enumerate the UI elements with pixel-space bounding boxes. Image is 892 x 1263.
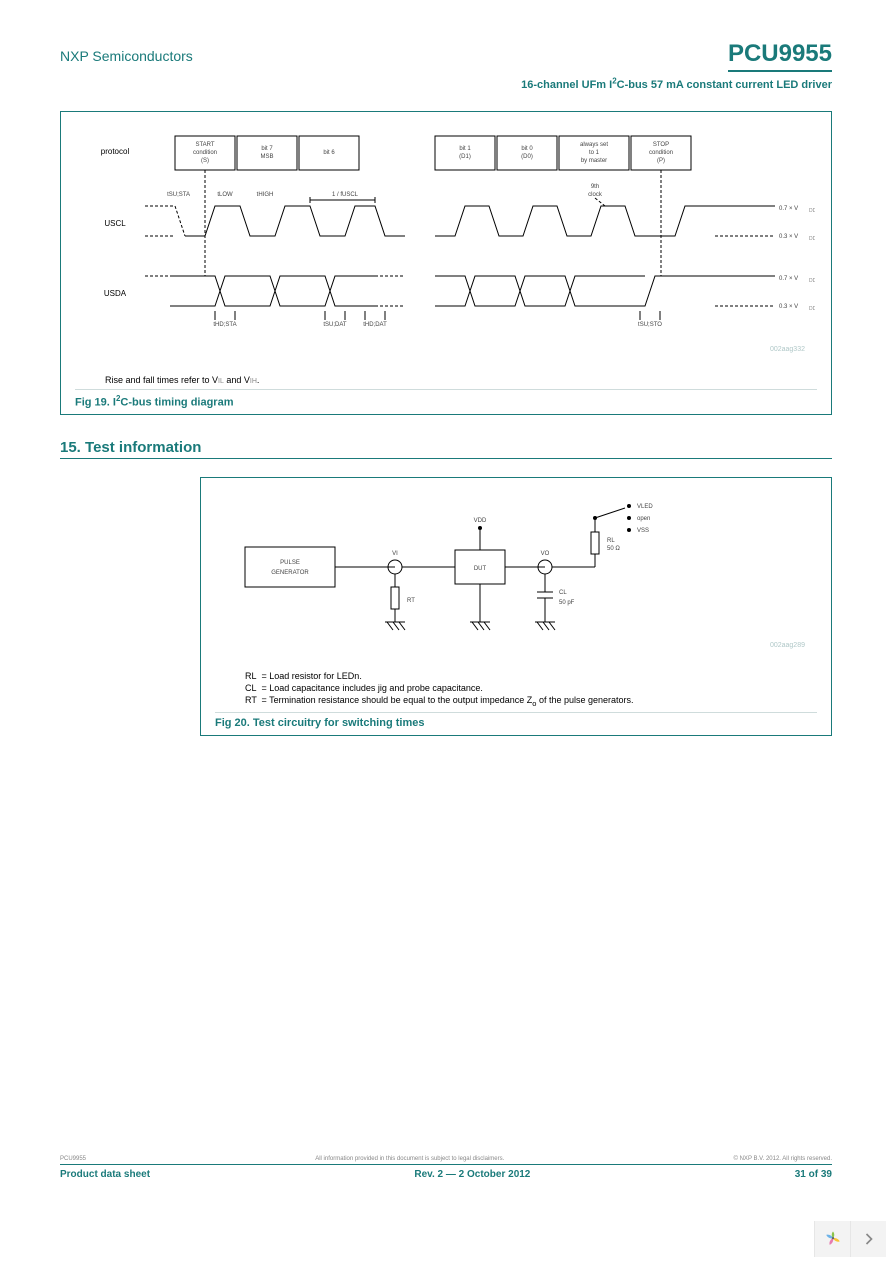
svg-text:open: open	[637, 516, 650, 522]
svg-text:condition: condition	[193, 150, 217, 156]
svg-text:tSU;STO: tSU;STO	[638, 322, 662, 328]
revision: Rev. 2 — 2 October 2012	[414, 1169, 530, 1180]
subtitle-pre: 16-channel UFm I	[521, 79, 612, 91]
svg-text:0.3 × V: 0.3 × V	[779, 304, 798, 310]
svg-text:9th: 9th	[591, 184, 599, 190]
figure-20-box: PULSE GENERATOR VI RT	[200, 477, 832, 736]
svg-text:0.3 × V: 0.3 × V	[779, 234, 798, 240]
svg-text:bit 6: bit 6	[323, 150, 335, 156]
doc-type: Product data sheet	[60, 1169, 150, 1180]
svg-text:bit 7: bit 7	[261, 146, 273, 152]
svg-text:MSB: MSB	[260, 154, 273, 160]
usda-label: USDA	[104, 289, 127, 298]
svg-text:RL: RL	[607, 538, 615, 544]
svg-text:tSU;DAT: tSU;DAT	[323, 322, 347, 328]
test-circuit: PULSE GENERATOR VI RT	[215, 492, 817, 665]
figure-19-box: protocol START condition (S) bit 7 MSB b…	[60, 111, 832, 416]
timing-diagram: protocol START condition (S) bit 7 MSB b…	[75, 126, 817, 369]
fig19-note: Rise and fall times refer to VIL and VIH…	[105, 375, 817, 385]
svg-text:50 Ω: 50 Ω	[607, 546, 620, 552]
page-header: NXP Semiconductors PCU9955	[60, 40, 832, 72]
fig20-caption: Fig 20. Test circuitry for switching tim…	[215, 712, 817, 729]
svg-text:(P): (P)	[657, 158, 665, 164]
svg-text:DD: DD	[809, 306, 815, 312]
svg-text:always set: always set	[580, 142, 608, 148]
svg-text:tHD;DAT: tHD;DAT	[363, 322, 387, 328]
protocol-boxes-right: bit 1 (D1) bit 0 (D0) always set to 1 by…	[435, 136, 691, 170]
datasheet-page: NXP Semiconductors PCU9955 16-channel UF…	[0, 0, 892, 1200]
svg-text:RT: RT	[407, 598, 415, 604]
svg-text:0.7 × V: 0.7 × V	[779, 206, 798, 212]
svg-text:CL: CL	[559, 590, 567, 596]
protocol-label: protocol	[101, 147, 130, 156]
page-number: 31 of 39	[795, 1169, 832, 1180]
svg-text:tHIGH: tHIGH	[257, 192, 274, 198]
svg-text:bit 1: bit 1	[459, 146, 471, 152]
svg-text:DUT: DUT	[474, 566, 487, 572]
svg-text:VLED: VLED	[637, 504, 653, 510]
usda-wave-left	[145, 276, 405, 306]
subtitle: 16-channel UFm I2C-bus 57 mA constant cu…	[521, 79, 832, 91]
svg-text:002aag289: 002aag289	[770, 642, 805, 649]
svg-text:by master: by master	[581, 158, 607, 164]
svg-text:bit 0: bit 0	[521, 146, 533, 152]
uscl-wave-right	[435, 206, 775, 236]
svg-text:002aag332: 002aag332	[770, 346, 805, 353]
svg-text:clock: clock	[588, 192, 603, 198]
svg-text:GENERATOR: GENERATOR	[271, 570, 309, 576]
uscl-wave-left	[145, 206, 405, 236]
svg-text:(S): (S)	[201, 158, 209, 164]
svg-text:VDD: VDD	[474, 518, 487, 524]
svg-text:(D0): (D0)	[521, 154, 533, 160]
usda-wave-right	[435, 276, 775, 306]
viewer-nav	[814, 1221, 886, 1257]
svg-text:0.7 × V: 0.7 × V	[779, 276, 798, 282]
svg-text:PULSE: PULSE	[280, 560, 300, 566]
next-page-button[interactable]	[850, 1221, 886, 1257]
subtitle-post: C-bus 57 mA constant current LED driver	[617, 79, 832, 91]
logo-button[interactable]	[814, 1221, 850, 1257]
svg-text:tSU;STA: tSU;STA	[167, 192, 190, 198]
fig20-legend: RL = Load resistor for LEDn. CL = Load c…	[245, 671, 817, 708]
flower-icon	[823, 1229, 843, 1249]
svg-text:condition: condition	[649, 150, 673, 156]
svg-text:tHD;STA: tHD;STA	[213, 322, 236, 328]
fig19-caption: Fig 19. I2C-bus timing diagram	[75, 389, 817, 409]
chevron-right-icon	[859, 1229, 879, 1249]
part-number: PCU9955	[728, 40, 832, 72]
svg-text:50 pF: 50 pF	[559, 600, 575, 606]
uscl-label: USCL	[104, 219, 126, 228]
svg-text:to 1: to 1	[589, 150, 600, 156]
tiny-footer: PCU9955 All information provided in this…	[60, 1156, 832, 1162]
svg-text:START: START	[195, 142, 214, 148]
subtitle-row: 16-channel UFm I2C-bus 57 mA constant cu…	[60, 76, 832, 91]
vendor-name: NXP Semiconductors	[60, 48, 193, 64]
svg-text:DD: DD	[809, 278, 815, 284]
svg-text:DD: DD	[809, 236, 815, 242]
svg-text:(D1): (D1)	[459, 154, 471, 160]
page-footer: Product data sheet Rev. 2 — 2 October 20…	[60, 1164, 832, 1180]
protocol-boxes-left: START condition (S) bit 7 MSB bit 6	[175, 136, 359, 170]
svg-text:STOP: STOP	[653, 142, 669, 148]
section-heading: 15. Test information	[60, 439, 832, 459]
svg-text:tLOW: tLOW	[217, 192, 233, 198]
svg-text:VI: VI	[392, 551, 398, 557]
svg-text:DD: DD	[809, 208, 815, 214]
svg-text:1 / fUSCL: 1 / fUSCL	[332, 192, 359, 198]
svg-text:VO: VO	[541, 551, 550, 557]
svg-text:VSS: VSS	[637, 528, 649, 534]
